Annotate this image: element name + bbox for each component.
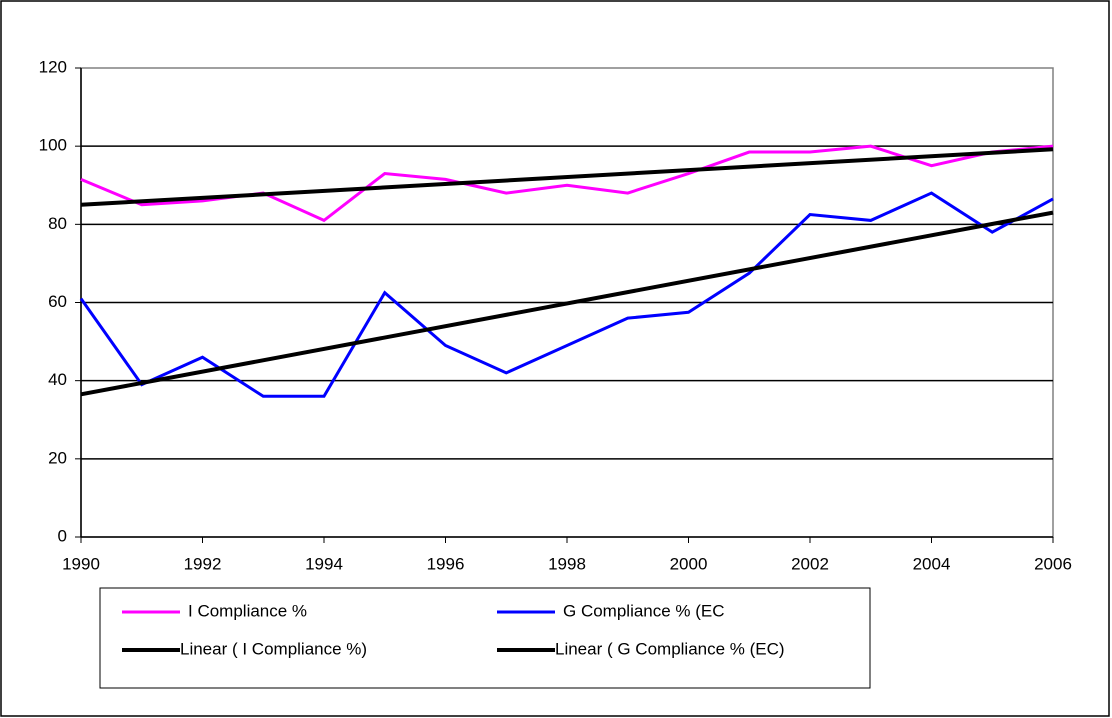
y-tick-label: 120 xyxy=(39,57,67,76)
x-tick-label: 1992 xyxy=(184,554,222,573)
y-tick-label: 60 xyxy=(48,292,67,311)
trend-line xyxy=(80,210,1054,397)
series-line xyxy=(79,191,1054,398)
y-tick-label: 80 xyxy=(48,214,67,233)
legend-label: G Compliance % (EC xyxy=(563,601,725,620)
x-tick-label: 2006 xyxy=(1034,554,1072,573)
y-tick-label: 40 xyxy=(48,370,67,389)
legend-label: Linear ( I Compliance %) xyxy=(180,639,367,658)
y-tick-label: 100 xyxy=(39,136,67,155)
y-tick-label: 0 xyxy=(58,526,67,545)
trend-line xyxy=(80,147,1054,207)
x-tick-label: 1990 xyxy=(62,554,100,573)
legend-box xyxy=(99,587,871,689)
legend-label: Linear ( G Compliance % (EC) xyxy=(555,639,785,658)
x-tick-label: 2004 xyxy=(913,554,951,573)
x-tick-label: 1998 xyxy=(548,554,586,573)
x-tick-label: 2002 xyxy=(791,554,829,573)
x-tick-label: 1994 xyxy=(305,554,343,573)
x-tick-label: 1996 xyxy=(427,554,465,573)
y-tick-label: 20 xyxy=(48,448,67,467)
legend-label: I Compliance % xyxy=(188,601,307,620)
x-tick-label: 2000 xyxy=(670,554,708,573)
